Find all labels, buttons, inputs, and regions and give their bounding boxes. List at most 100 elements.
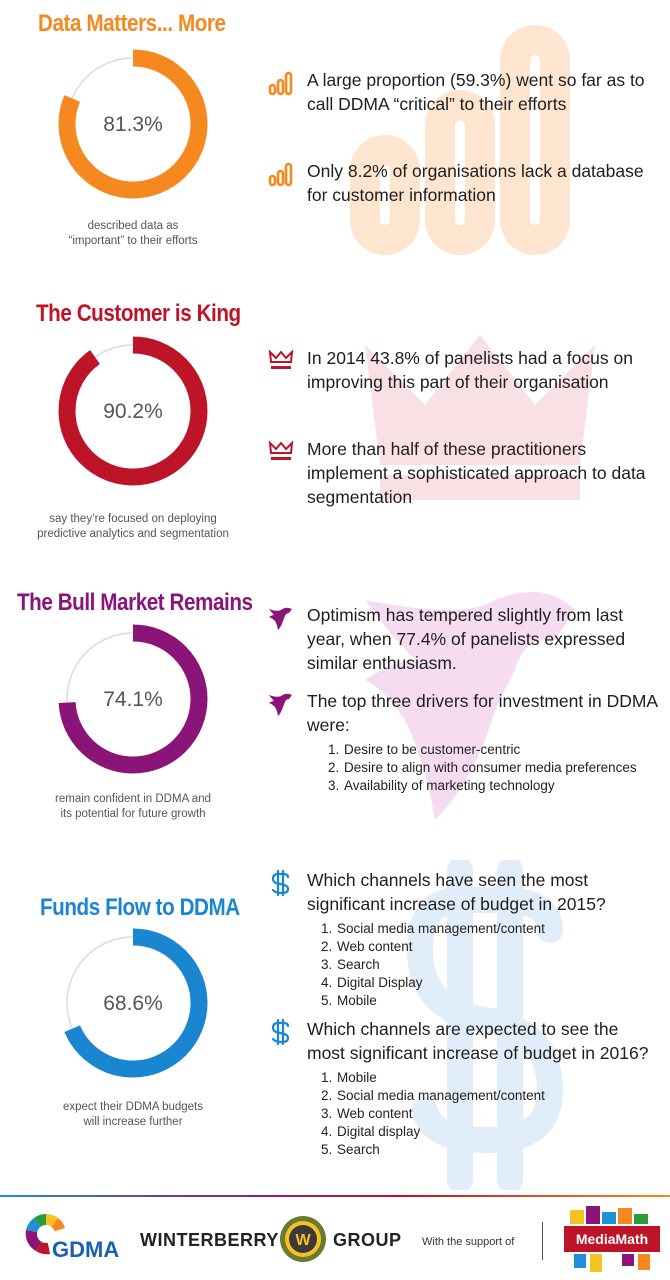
list-number: 5. [321, 993, 333, 1008]
percent-label: 68.6% [103, 992, 163, 1015]
point-text: Which channels are expected to see the m… [307, 1019, 649, 1063]
donut-ring-90: 90.2% [58, 336, 208, 486]
list-number: 3. [328, 778, 340, 793]
gdma-text: GDMA [52, 1237, 119, 1262]
list-number: 2. [321, 939, 333, 954]
list-text: Web content [337, 939, 413, 954]
list-text: Search [337, 1142, 380, 1157]
point-text: Optimism has tempered slightly from last… [307, 605, 626, 673]
list-item: 2. Web content [321, 938, 658, 956]
list-item: 3. Availability of marketing technology [328, 777, 658, 795]
point-item: The top three drivers for investment in … [268, 689, 658, 795]
list-text: Digital Display [337, 975, 423, 990]
caption-line: its potential for future growth [60, 808, 206, 820]
list-text: Search [337, 957, 380, 972]
footer-divider [0, 1195, 670, 1197]
channels-2016-list: 1. Mobile 2. Social media management/conte… [321, 1069, 658, 1159]
list-number: 4. [321, 975, 333, 990]
point-item: In 2014 43.8% of panelists had a focus o… [268, 346, 658, 394]
bg-bar-chart-decoration [350, 25, 570, 255]
point-text: The top three drivers for investment in … [307, 691, 658, 735]
crown-icon [268, 349, 294, 369]
list-item: 4. Digital Display [321, 974, 658, 992]
list-number: 1. [321, 1070, 333, 1085]
bar-chart-icon [268, 162, 293, 187]
list-text: Social media management/content [337, 1088, 545, 1103]
donut-ring-74: 74.1% [58, 624, 208, 774]
list-number: 3. [321, 1106, 333, 1121]
list-number: 1. [321, 921, 333, 936]
list-item: 1. Mobile [321, 1069, 658, 1087]
caption-line: remain confident in DDMA and [55, 793, 211, 805]
mediamath-logo: MediaMath [564, 1206, 660, 1272]
bull-icon [269, 607, 292, 630]
caption-line: predictive analytics and segmentation [37, 528, 229, 540]
list-item: 5. Mobile [321, 992, 658, 1010]
list-item: 4. Digital display [321, 1123, 658, 1141]
section-title: Funds Flow to DDMA [40, 894, 240, 921]
winterberry-logo: W [280, 1216, 326, 1262]
caption-line: described data as [87, 220, 179, 232]
list-number: 1. [328, 742, 340, 757]
point-item: A large proportion (59.3%) went so far a… [268, 68, 658, 116]
list-item: 2. Social media management/content [321, 1087, 658, 1105]
list-text: Mobile [337, 1070, 377, 1085]
footer-separator [542, 1222, 543, 1260]
list-item: 3. Web content [321, 1105, 658, 1123]
section-title: Data Matters... More [38, 10, 226, 37]
list-item: 2. Desire to align with consumer media pr… [328, 759, 658, 777]
list-number: 5. [321, 1142, 333, 1157]
bg-crown-decoration [365, 335, 595, 500]
donut-ring-81: 81.3% [58, 49, 208, 199]
list-item: 3. Search [321, 956, 658, 974]
list-item: 1. Desire to be customer-centric [328, 741, 658, 759]
footer: GDMA WINTERBERRY W GROUP With the suppor… [0, 1198, 670, 1280]
point-item: More than half of these practitioners im… [268, 437, 658, 509]
list-number: 4. [321, 1124, 333, 1139]
mediamath-text: MediaMath [576, 1231, 648, 1247]
gdma-logo: GDMA [25, 1214, 119, 1262]
list-number: 3. [321, 957, 333, 972]
list-text: Desire to align with consumer media pref… [344, 760, 637, 775]
list-number: 2. [328, 760, 340, 775]
crown-icon [268, 440, 294, 460]
point-item: Only 8.2% of organisations lack a databa… [268, 159, 658, 207]
caption-line: expect their DDMA budgets [63, 1101, 203, 1113]
list-number: 2. [321, 1088, 333, 1103]
winterberry-right-text: GROUP [333, 1230, 402, 1250]
donut-ring-68: 68.6% [58, 928, 208, 1078]
support-text: With the support of [422, 1236, 515, 1248]
list-item: 5. Search [321, 1141, 658, 1159]
winterberry-mark: W [295, 1232, 311, 1249]
dollar-icon [271, 1019, 290, 1045]
caption: say they’re focused on deploying predict… [28, 512, 238, 542]
list-text: Digital display [337, 1124, 421, 1139]
list-text: Web content [337, 1106, 413, 1121]
list-text: Social media management/content [337, 921, 545, 936]
point-item: Optimism has tempered slightly from last… [268, 603, 658, 675]
list-item: 1. Social media management/content [321, 920, 658, 938]
list-text: Mobile [337, 993, 377, 1008]
list-text: Desire to be customer-centric [344, 742, 521, 757]
dollar-icon [271, 870, 290, 896]
percent-label: 81.3% [103, 113, 163, 136]
bg-dollar-decoration [406, 860, 564, 1190]
caption: remain confident in DDMA and its potenti… [28, 792, 238, 822]
point-text: A large proportion (59.3%) went so far a… [307, 70, 645, 114]
list-text: Availability of marketing technology [344, 778, 555, 793]
channels-2015-list: 1. Social media management/content 2. Web … [321, 920, 658, 1010]
point-text: More than half of these practitioners im… [307, 439, 646, 507]
bar-chart-icon [268, 71, 293, 96]
bull-icon [269, 693, 292, 716]
point-text: In 2014 43.8% of panelists had a focus o… [307, 348, 633, 392]
caption-line: say they’re focused on deploying [49, 513, 217, 525]
point-text: Only 8.2% of organisations lack a databa… [307, 161, 644, 205]
caption: expect their DDMA budgets will increase … [28, 1100, 238, 1130]
bg-bull-decoration [365, 592, 575, 820]
drivers-list: 1. Desire to be customer-centric 2. Desire… [328, 741, 658, 795]
percent-label: 90.2% [103, 400, 163, 423]
point-item: Which channels have seen the most signif… [268, 868, 658, 1010]
caption-line: “important” to their efforts [68, 235, 198, 247]
winterberry-left-text: WINTERBERRY [140, 1230, 279, 1250]
caption: described data as “important” to their e… [28, 219, 238, 249]
